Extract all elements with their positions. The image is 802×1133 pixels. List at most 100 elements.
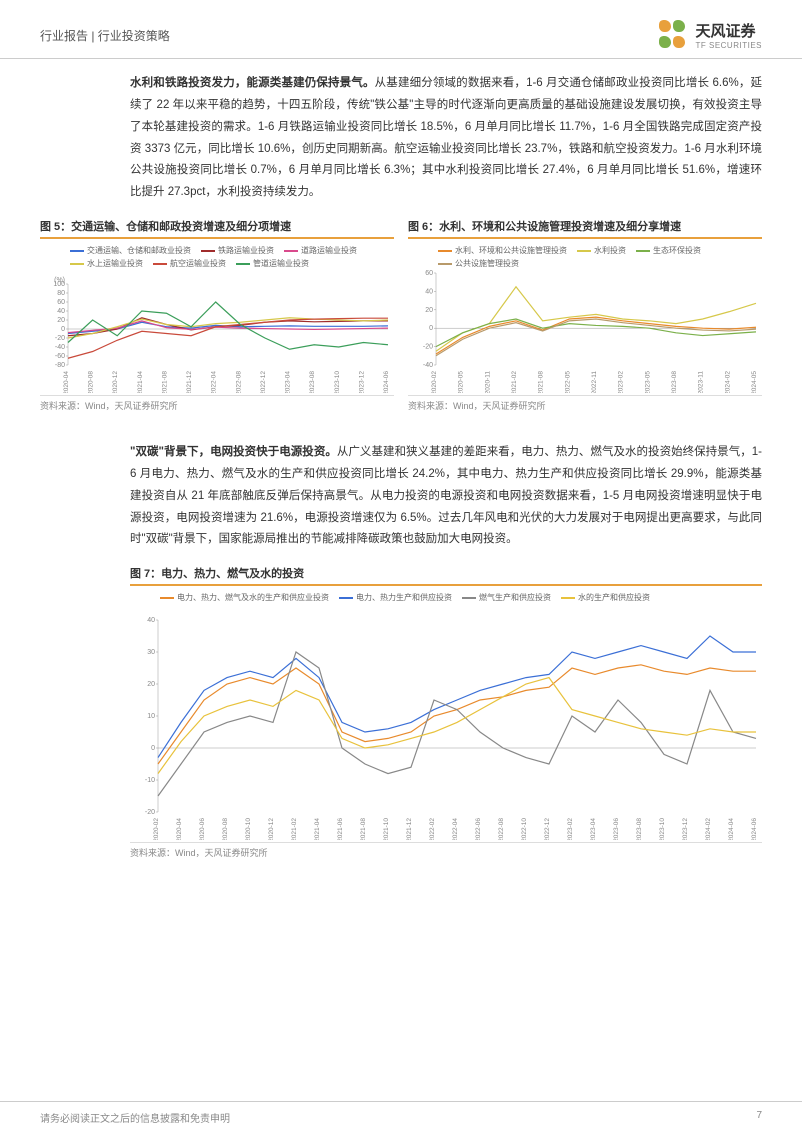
svg-text:2023-12: 2023-12: [682, 818, 689, 840]
svg-text:2022-04: 2022-04: [452, 818, 459, 840]
svg-text:-20: -20: [145, 809, 155, 816]
svg-text:2024-02: 2024-02: [724, 371, 731, 393]
svg-text:2021-12: 2021-12: [406, 818, 413, 840]
svg-text:-60: -60: [55, 353, 65, 360]
paragraph-2: "双碳"背景下，电网投资快于电源投资。从广义基建和狭义基建的差距来看，电力、热力…: [130, 442, 762, 551]
svg-text:2020-12: 2020-12: [268, 818, 275, 840]
svg-text:2022-06: 2022-06: [475, 818, 482, 840]
chart-6-source: 资料来源：Wind，天风证券研究所: [408, 395, 762, 412]
svg-text:2020-02: 2020-02: [431, 371, 438, 393]
svg-text:2023-10: 2023-10: [659, 818, 666, 840]
chart-7-canvas: 电力、热力、燃气及水的生产和供应业投资电力、热力生产和供应投资燃气生产和供应投资…: [130, 590, 762, 840]
chart-5-title: 图 5：交通运输、仓储和邮政投资增速及细分项增速: [40, 218, 394, 239]
legend-item: 水上运输业投资: [70, 258, 143, 269]
legend-item: 水利投资: [577, 245, 626, 256]
legend-item: 道路运输业投资: [284, 245, 357, 256]
chart-6-canvas: 水利、环境和公共设施管理投资水利投资生态环保投资公共设施管理投资-40-2002…: [408, 243, 762, 393]
para2-lead: "双碳"背景下，电网投资快于电源投资。: [130, 446, 337, 458]
chart-6-title: 图 6：水利、环境和公共设施管理投资增速及细分享增速: [408, 218, 762, 239]
petal-icon: [673, 36, 685, 48]
svg-text:2023-02: 2023-02: [567, 818, 574, 840]
brand-logo: 天风证券 TF SECURITIES: [659, 20, 762, 50]
svg-text:2021-12: 2021-12: [186, 371, 193, 393]
svg-text:2022-12: 2022-12: [260, 371, 267, 393]
svg-text:20: 20: [57, 317, 65, 324]
legend-item: 公共设施管理投资: [438, 258, 519, 269]
svg-text:2023-06: 2023-06: [613, 818, 620, 840]
svg-text:2022-10: 2022-10: [521, 818, 528, 840]
svg-text:2020-02: 2020-02: [153, 818, 160, 840]
legend-item: 管道运输业投资: [236, 258, 309, 269]
chart-5-source: 资料来源：Wind，天风证券研究所: [40, 395, 394, 412]
svg-text:2023-05: 2023-05: [644, 371, 651, 393]
legend-item: 燃气生产和供应投资: [462, 592, 551, 603]
para2-body: 从广义基建和狭义基建的差距来看，电力、热力、燃气及水的投资始终保持景气，1-6 …: [130, 446, 762, 545]
svg-text:2021-02: 2021-02: [511, 371, 518, 393]
svg-text:2023-08: 2023-08: [636, 818, 643, 840]
report-category: 行业报告 | 行业投资策略: [40, 27, 170, 44]
petal-icon: [673, 20, 685, 32]
svg-text:2021-08: 2021-08: [538, 371, 545, 393]
svg-text:2024-05: 2024-05: [751, 371, 758, 393]
chart-6-block: 图 6：水利、环境和公共设施管理投资增速及细分享增速 水利、环境和公共设施管理投…: [408, 218, 762, 412]
svg-text:2024-06: 2024-06: [751, 818, 758, 840]
petal-icon: [659, 36, 671, 48]
page-footer: 请务必阅读正文之后的信息披露和免责申明 7: [0, 1101, 802, 1133]
svg-text:40: 40: [147, 617, 155, 624]
legend-item: 交通运输、仓储和邮政业投资: [70, 245, 191, 256]
svg-text:2022-08: 2022-08: [235, 371, 242, 393]
legend-item: 水的生产和供应投资: [561, 592, 650, 603]
svg-text:10: 10: [147, 713, 155, 720]
svg-text:2021-06: 2021-06: [337, 818, 344, 840]
svg-text:2020-08: 2020-08: [222, 818, 229, 840]
svg-text:2021-04: 2021-04: [314, 818, 321, 840]
svg-text:0: 0: [429, 325, 433, 332]
svg-text:2023-04: 2023-04: [285, 371, 292, 393]
legend-item: 生态环保投资: [636, 245, 701, 256]
svg-text:2024-04: 2024-04: [728, 818, 735, 840]
chart-7-source: 资料来源：Wind，天风证券研究所: [130, 842, 762, 859]
svg-text:80: 80: [57, 290, 65, 297]
legend-item: 电力、热力、燃气及水的生产和供应业投资: [160, 592, 329, 603]
legend-item: 水利、环境和公共设施管理投资: [438, 245, 567, 256]
svg-text:2023-02: 2023-02: [618, 371, 625, 393]
svg-text:2024-06: 2024-06: [383, 371, 390, 393]
petal-icon: [659, 20, 671, 32]
svg-text:2021-08: 2021-08: [161, 371, 168, 393]
svg-text:2021-02: 2021-02: [291, 818, 298, 840]
svg-text:2023-10: 2023-10: [334, 371, 341, 393]
svg-text:2023-12: 2023-12: [358, 371, 365, 393]
svg-text:2021-04: 2021-04: [137, 371, 144, 393]
svg-text:-40: -40: [55, 344, 65, 351]
logo-text-en: TF SECURITIES: [695, 41, 762, 50]
svg-text:2024-02: 2024-02: [705, 818, 712, 840]
svg-text:-20: -20: [55, 335, 65, 342]
logo-text-cn: 天风证券: [695, 20, 762, 41]
para1-body: 从基建细分领域的数据来看，1-6 月交通仓储邮政业投资同比增长 6.6%，延续了…: [130, 77, 762, 198]
svg-text:40: 40: [425, 288, 433, 295]
svg-text:2022-12: 2022-12: [544, 818, 551, 840]
chart-7-block: 图 7：电力、热力、燃气及水的投资 电力、热力、燃气及水的生产和供应业投资电力、…: [130, 565, 762, 859]
chart-5-block: 图 5：交通运输、仓储和邮政投资增速及细分项增速 交通运输、仓储和邮政业投资铁路…: [40, 218, 394, 412]
svg-text:2023-04: 2023-04: [590, 818, 597, 840]
paragraph-1: 水利和铁路投资发力，能源类基建仍保持景气。从基建细分领域的数据来看，1-6 月交…: [130, 73, 762, 204]
svg-text:60: 60: [425, 270, 433, 277]
svg-text:20: 20: [425, 307, 433, 314]
svg-text:-80: -80: [55, 362, 65, 369]
svg-text:2020-04: 2020-04: [63, 371, 70, 393]
page-number: 7: [756, 1110, 762, 1125]
svg-text:2020-10: 2020-10: [245, 818, 252, 840]
svg-text:2023-08: 2023-08: [309, 371, 316, 393]
svg-text:2022-05: 2022-05: [564, 371, 571, 393]
logo-petals-icon: [659, 20, 689, 50]
svg-text:2021-10: 2021-10: [383, 818, 390, 840]
svg-text:2020-12: 2020-12: [112, 371, 119, 393]
svg-text:2021-08: 2021-08: [360, 818, 367, 840]
body-content: 水利和铁路投资发力，能源类基建仍保持景气。从基建细分领域的数据来看，1-6 月交…: [0, 59, 802, 873]
svg-text:2023-08: 2023-08: [671, 371, 678, 393]
legend-item: 电力、热力生产和供应投资: [339, 592, 452, 603]
svg-text:40: 40: [57, 308, 65, 315]
legend-item: 航空运输业投资: [153, 258, 226, 269]
para1-lead: 水利和铁路投资发力，能源类基建仍保持景气。: [130, 77, 375, 89]
svg-text:2020-04: 2020-04: [176, 818, 183, 840]
